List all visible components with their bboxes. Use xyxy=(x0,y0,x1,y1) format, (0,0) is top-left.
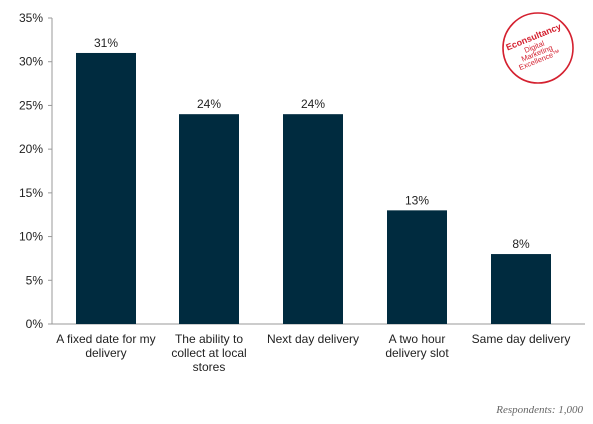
data-label: 13% xyxy=(405,193,429,207)
y-tick-label: 30% xyxy=(19,55,43,69)
respondents-note: Respondents: 1,000 xyxy=(496,404,583,416)
y-tick-label: 25% xyxy=(19,98,43,112)
econsultancy-logo: Econsultancy Digital Marketing Excellenc… xyxy=(502,12,574,84)
y-tick-label: 5% xyxy=(26,273,44,287)
data-label: 24% xyxy=(197,97,221,111)
y-tick-label: 0% xyxy=(26,317,44,331)
data-label: 31% xyxy=(94,36,118,50)
data-labels: 31% 24% 24% 13% 8% xyxy=(94,36,530,251)
y-tick-label: 10% xyxy=(19,230,43,244)
y-tick-label: 15% xyxy=(19,186,43,200)
category-label: delivery slot xyxy=(385,346,449,360)
bar xyxy=(179,114,239,325)
bar xyxy=(491,254,551,324)
category-label: Same day delivery xyxy=(472,332,571,346)
category-label: A two hour xyxy=(389,332,446,346)
bar xyxy=(283,114,343,325)
category-label: Next day delivery xyxy=(267,332,359,346)
y-tick-label: 35% xyxy=(19,11,43,25)
bar xyxy=(76,52,136,324)
bar xyxy=(387,210,447,324)
bars xyxy=(76,52,551,325)
category-label: collect at local xyxy=(171,346,246,360)
data-label: 8% xyxy=(512,237,530,251)
category-label: delivery xyxy=(85,346,126,360)
logo-ring xyxy=(502,12,574,84)
category-label: A fixed date for my xyxy=(56,332,155,346)
category-label: stores xyxy=(193,360,226,374)
y-tick-label: 20% xyxy=(19,142,43,156)
y-axis: 0% 5% 10% 15% 20% 25% 30% 35% xyxy=(19,11,585,331)
category-label: The ability to xyxy=(175,332,243,346)
data-label: 24% xyxy=(301,97,325,111)
